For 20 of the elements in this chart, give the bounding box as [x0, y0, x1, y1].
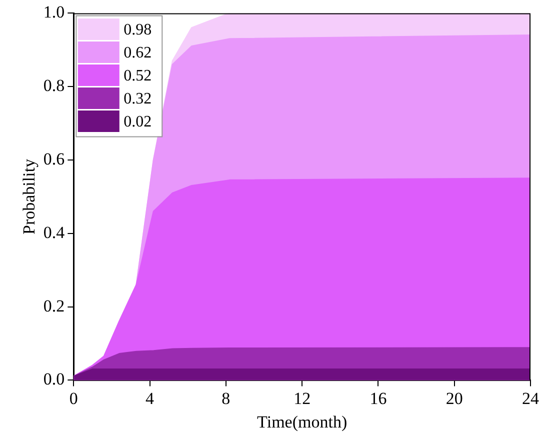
- y-tick-label: 0.4: [43, 222, 66, 242]
- y-axis-title: Probability: [20, 158, 39, 234]
- x-tick-label: 4: [146, 388, 155, 408]
- legend-label: 0.62: [124, 44, 152, 62]
- legend-label: 0.02: [124, 113, 152, 130]
- y-tick-label: 0.2: [43, 296, 65, 316]
- x-tick-label: 12: [294, 388, 311, 408]
- y-tick-label: 0.8: [43, 76, 65, 96]
- y-tick-label: 0.6: [43, 149, 65, 168]
- x-tick-label: 8: [222, 388, 230, 408]
- y-tick-label: 0.0: [43, 370, 65, 389]
- x-axis-title: Time(month): [257, 412, 348, 432]
- x-tick-label: 16: [370, 388, 387, 408]
- legend-label: 0.32: [124, 90, 152, 108]
- legend-label: 0.52: [124, 67, 152, 84]
- y-tick-label: 1.0: [43, 2, 65, 22]
- x-tick-label: 20: [446, 388, 463, 408]
- x-tick-label: 24: [522, 388, 540, 408]
- x-tick-label: 0: [69, 388, 78, 408]
- legend-label: 0.98: [124, 21, 152, 38]
